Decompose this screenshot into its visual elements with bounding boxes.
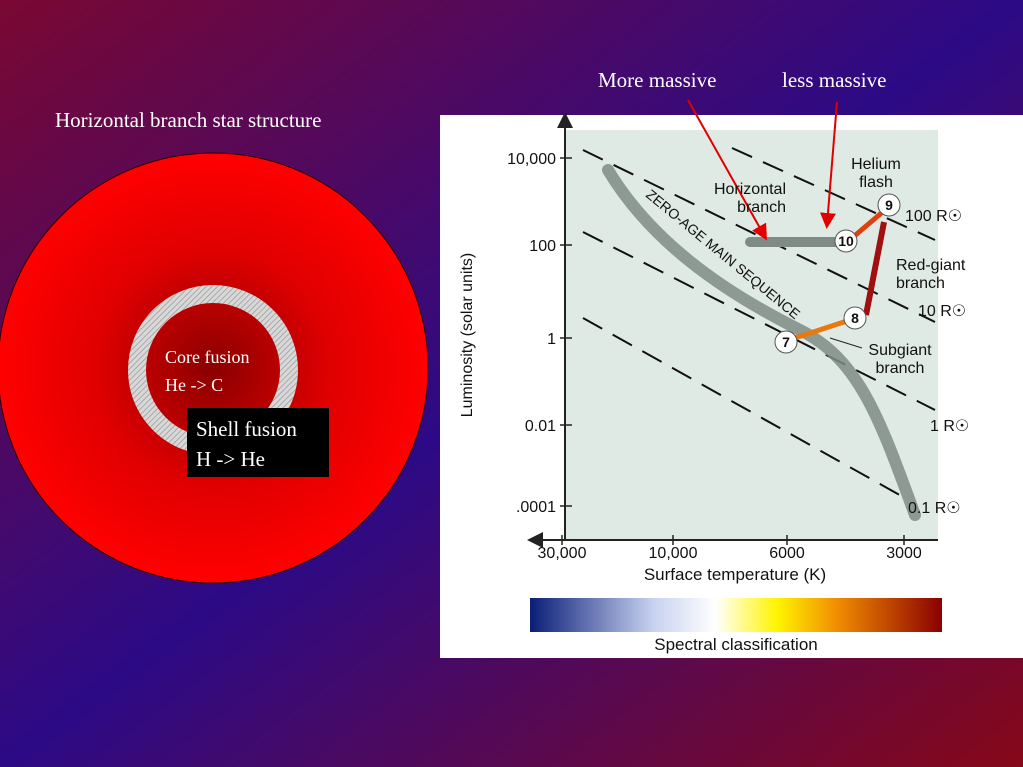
x-tick-label: 30,000 (538, 545, 587, 562)
flash-label: flash (859, 174, 893, 191)
radius-label: 10 R☉ (918, 303, 966, 320)
x-axis-title: Surface temperature (K) (644, 565, 826, 584)
y-tick-label: 0.01 (525, 418, 556, 435)
spectral-bar (530, 598, 942, 632)
y-tick-label: .0001 (516, 499, 556, 516)
track-flash (850, 208, 887, 240)
radius-line (582, 317, 906, 499)
y-tick-label: 10,000 (507, 151, 556, 168)
annotation: More massive (598, 68, 716, 92)
y-axis-title: Luminosity (solar units) (459, 253, 476, 418)
shell-box (187, 408, 329, 477)
spectral-title: Spectral classification (654, 635, 817, 654)
x-tick-label: 6000 (769, 545, 805, 562)
stage-number: 7 (782, 334, 790, 350)
track-subgiant (794, 317, 851, 341)
radius-line (731, 147, 936, 241)
track-red-giant (863, 221, 887, 316)
red-giant-label: Red-giant (896, 257, 966, 274)
arrow (687, 99, 767, 241)
stage-number: 8 (851, 310, 859, 326)
branch-label: Horizontal (714, 181, 786, 198)
stage-number: 9 (885, 197, 893, 213)
y-tick-label: 1 (547, 331, 556, 348)
stage-marker (877, 193, 901, 217)
radius-label: 100 R☉ (905, 208, 962, 225)
stage-marker (834, 229, 858, 253)
shell-label: Shell fusion (196, 417, 297, 441)
radius-line (582, 149, 936, 323)
core-label: Core fusion (165, 347, 250, 367)
subgiant-label: branch (876, 360, 925, 377)
star-envelope (0, 152, 429, 584)
shell-label: H -> He (196, 447, 265, 471)
main-sequence (602, 164, 921, 521)
x-tick-label: 10,000 (649, 545, 698, 562)
stage-marker (843, 306, 867, 330)
radius-label: 1 R☉ (930, 418, 969, 435)
y-tick-label: 100 (529, 238, 556, 255)
radius-label: 0.1 R☉ (908, 500, 961, 517)
red-giant-label: branch (896, 275, 945, 292)
stage-marker (774, 330, 798, 354)
core-label: He -> C (165, 375, 223, 395)
flash-label: Helium (851, 156, 901, 173)
stage-number: 10 (838, 233, 854, 249)
arrow (819, 101, 838, 229)
x-tick-label: 3000 (886, 545, 922, 562)
left-title: Horizontal branch star structure (55, 108, 321, 132)
branch-label: branch (737, 199, 786, 216)
leader (829, 337, 863, 349)
annotation: less massive (782, 68, 886, 92)
radius-lines (582, 147, 936, 499)
subgiant-label: Subgiant (868, 342, 932, 359)
